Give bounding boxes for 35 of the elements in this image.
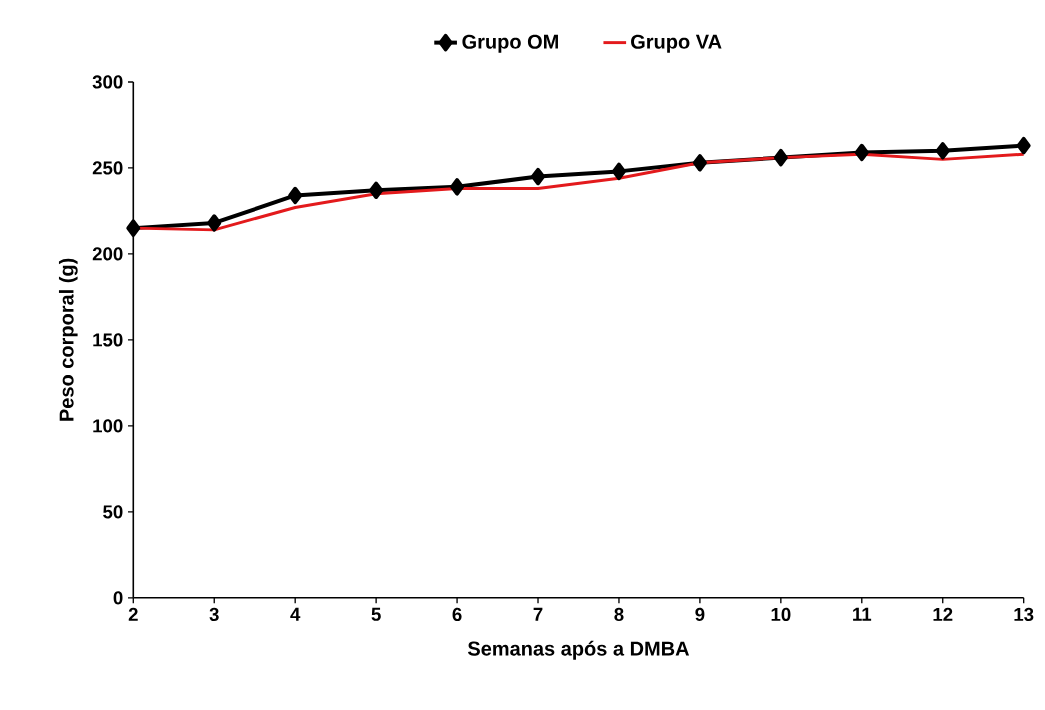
point: [531, 167, 546, 185]
legend-label: Grupo VA: [631, 34, 722, 53]
point: [288, 186, 303, 204]
y-tick-label: 250: [92, 161, 123, 175]
y-axis-title: Peso corporal (g): [58, 258, 78, 421]
y-tick-label: 0: [113, 590, 123, 605]
point: [369, 181, 384, 199]
x-tick-label: 8: [614, 607, 624, 621]
x-tick-label: 3: [209, 607, 219, 621]
x-tick-label: 2: [128, 607, 138, 621]
y-tick-label: 100: [93, 419, 123, 433]
y-tick-label: 150: [93, 333, 123, 347]
x-tick-label: 7: [533, 607, 543, 621]
x-axis-title: Semanas após a DMBA: [467, 640, 690, 660]
x-tick-label: 11: [853, 607, 872, 621]
x-tick-label: 6: [452, 607, 462, 621]
y-tick-label: 50: [103, 505, 123, 519]
point: [773, 148, 788, 167]
point: [611, 162, 626, 180]
point: [935, 141, 950, 160]
point: [126, 219, 141, 237]
y-tick-label: 200: [92, 247, 123, 261]
point: [854, 143, 869, 161]
x-tick-label: 5: [371, 607, 381, 621]
point: [207, 214, 222, 232]
point: [1016, 136, 1031, 155]
point: [450, 177, 465, 196]
x-tick-label: 9: [695, 607, 705, 621]
x-tick-label: 10: [771, 607, 791, 621]
y-tick-label: 300: [92, 75, 123, 89]
point: [692, 153, 707, 172]
x-tick-label: 13: [1014, 607, 1034, 621]
x-tick-label: 12: [933, 607, 953, 621]
legend-label: Grupo OM: [462, 34, 558, 53]
x-tick-label: 4: [290, 607, 301, 621]
